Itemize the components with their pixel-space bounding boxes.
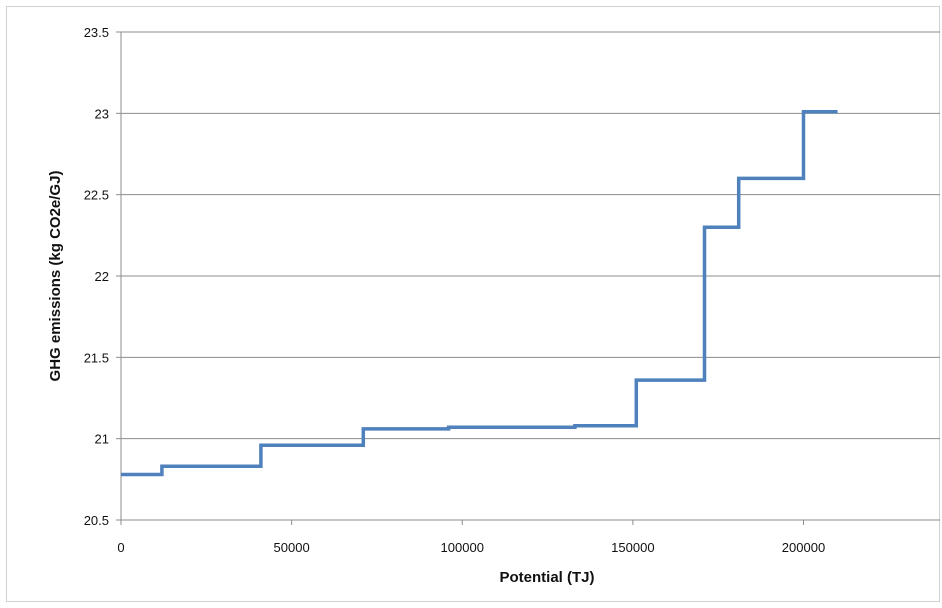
- chart-area: [6, 6, 940, 602]
- x-tick-label: 100000: [441, 540, 484, 555]
- gridlines: [121, 31, 940, 440]
- axes: [116, 31, 940, 525]
- y-tick-label: 23.5: [84, 25, 109, 40]
- y-tick-label: 21.5: [84, 350, 109, 365]
- series-group: [121, 109, 838, 477]
- x-axis-title: Potential (TJ): [499, 569, 594, 586]
- x-tick-label: 0: [117, 540, 124, 555]
- x-tick-label: 150000: [611, 540, 654, 555]
- series-line: [121, 109, 838, 477]
- y-tick-label: 22: [95, 269, 109, 284]
- y-tick-labels: 20.5 21 21.5 22 22.5 23 23.5: [84, 25, 109, 528]
- y-tick-label: 22.5: [84, 188, 109, 203]
- x-tick-label: 200000: [782, 540, 825, 555]
- x-tick-labels: 0 50000 100000 150000 200000: [117, 540, 825, 555]
- x-tick-label: 50000: [274, 540, 310, 555]
- y-tick-label: 21: [95, 432, 109, 447]
- y-tick-label: 20.5: [84, 513, 109, 528]
- y-tick-label: 23: [95, 106, 109, 121]
- y-axis-title: GHG emissions (kg CO2e/GJ): [47, 171, 64, 382]
